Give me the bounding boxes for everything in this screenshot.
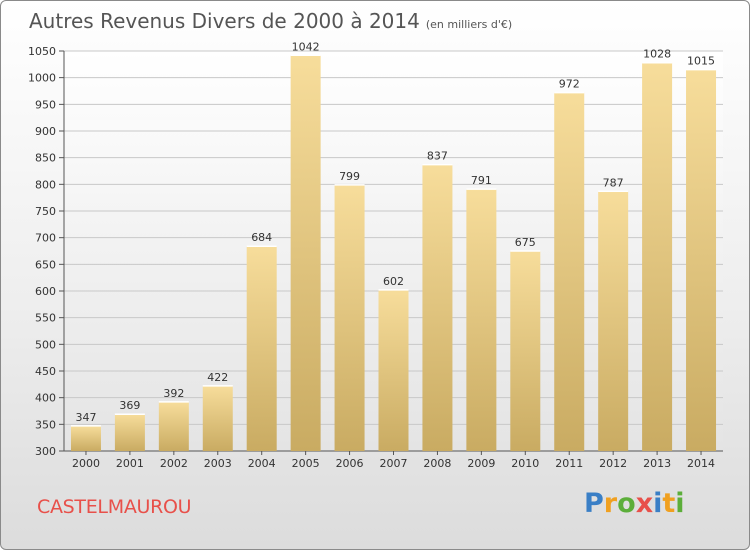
- data-label: 675: [515, 236, 536, 249]
- data-label: 837: [427, 150, 448, 163]
- bar: [598, 191, 629, 451]
- data-label: 791: [471, 174, 492, 187]
- bar: [246, 246, 277, 451]
- chart-title-text: Autres Revenus Divers de 2000 à 2014: [29, 9, 420, 33]
- data-label: 602: [383, 275, 404, 288]
- x-tick-label: 2007: [380, 457, 408, 470]
- bar: [422, 164, 453, 451]
- bar: [554, 92, 585, 451]
- y-tick-label: 450: [35, 365, 56, 378]
- x-tick-label: 2006: [336, 457, 364, 470]
- x-tick-label: 2002: [160, 457, 188, 470]
- bar: [466, 189, 497, 451]
- logo-letter: o: [617, 488, 636, 519]
- bar: [202, 385, 233, 451]
- y-tick-label: 400: [35, 392, 56, 405]
- y-tick-label: 350: [35, 418, 56, 431]
- logo-letter: r: [603, 488, 618, 519]
- y-tick-label: 800: [35, 178, 56, 191]
- x-tick-label: 2012: [599, 457, 627, 470]
- x-tick-label: 2011: [555, 457, 583, 470]
- bar: [158, 401, 189, 451]
- data-label: 369: [119, 399, 140, 412]
- logo-letter: x: [635, 488, 654, 519]
- y-tick-label: 700: [35, 232, 56, 245]
- proxiti-logo: Proxiti: [584, 488, 685, 519]
- x-tick-label: 2005: [292, 457, 320, 470]
- bar: [290, 55, 321, 452]
- data-label: 347: [75, 411, 96, 424]
- logo-letter: P: [584, 488, 604, 519]
- y-tick-label: 1050: [28, 45, 56, 58]
- x-tick-label: 2013: [643, 457, 671, 470]
- y-tick-label: 900: [35, 125, 56, 138]
- y-tick-label: 650: [35, 258, 56, 271]
- data-label: 799: [339, 170, 360, 183]
- data-label: 392: [163, 387, 184, 400]
- y-tick-label: 600: [35, 285, 56, 298]
- y-tick-label: 500: [35, 338, 56, 351]
- y-tick-label: 850: [35, 152, 56, 165]
- bar: [70, 425, 101, 451]
- x-tick-label: 2003: [204, 457, 232, 470]
- y-tick-label: 300: [35, 445, 56, 458]
- bar: [114, 414, 145, 451]
- bar: [510, 251, 541, 451]
- x-tick-label: 2001: [116, 457, 144, 470]
- y-tick-label: 550: [35, 312, 56, 325]
- data-label: 422: [207, 371, 228, 384]
- y-tick-label: 750: [35, 205, 56, 218]
- data-label: 787: [603, 176, 624, 189]
- location-label: CASTELMAUROU: [37, 496, 192, 518]
- data-label: 1015: [687, 55, 715, 68]
- logo-letter: i: [675, 488, 685, 519]
- x-tick-label: 2000: [72, 457, 100, 470]
- data-label: 684: [251, 231, 272, 244]
- bar: [334, 184, 365, 451]
- x-tick-label: 2004: [248, 457, 276, 470]
- x-tick-label: 2008: [423, 457, 451, 470]
- logo-letter: i: [653, 488, 663, 519]
- x-tick-label: 2014: [687, 457, 715, 470]
- logo-letter: t: [662, 488, 676, 519]
- chart-subtitle: (en milliers d'€): [425, 18, 513, 31]
- bar: [686, 69, 717, 452]
- bar: [378, 289, 409, 451]
- y-tick-label: 1000: [28, 72, 56, 85]
- bar: [642, 62, 673, 451]
- data-label: 972: [559, 78, 580, 91]
- data-label: 1028: [643, 48, 671, 61]
- chart-title: Autres Revenus Divers de 2000 à 2014 (en …: [29, 9, 512, 33]
- data-label: 1042: [292, 40, 320, 53]
- x-tick-label: 2009: [467, 457, 495, 470]
- y-tick-label: 950: [35, 98, 56, 111]
- x-tick-label: 2010: [511, 457, 539, 470]
